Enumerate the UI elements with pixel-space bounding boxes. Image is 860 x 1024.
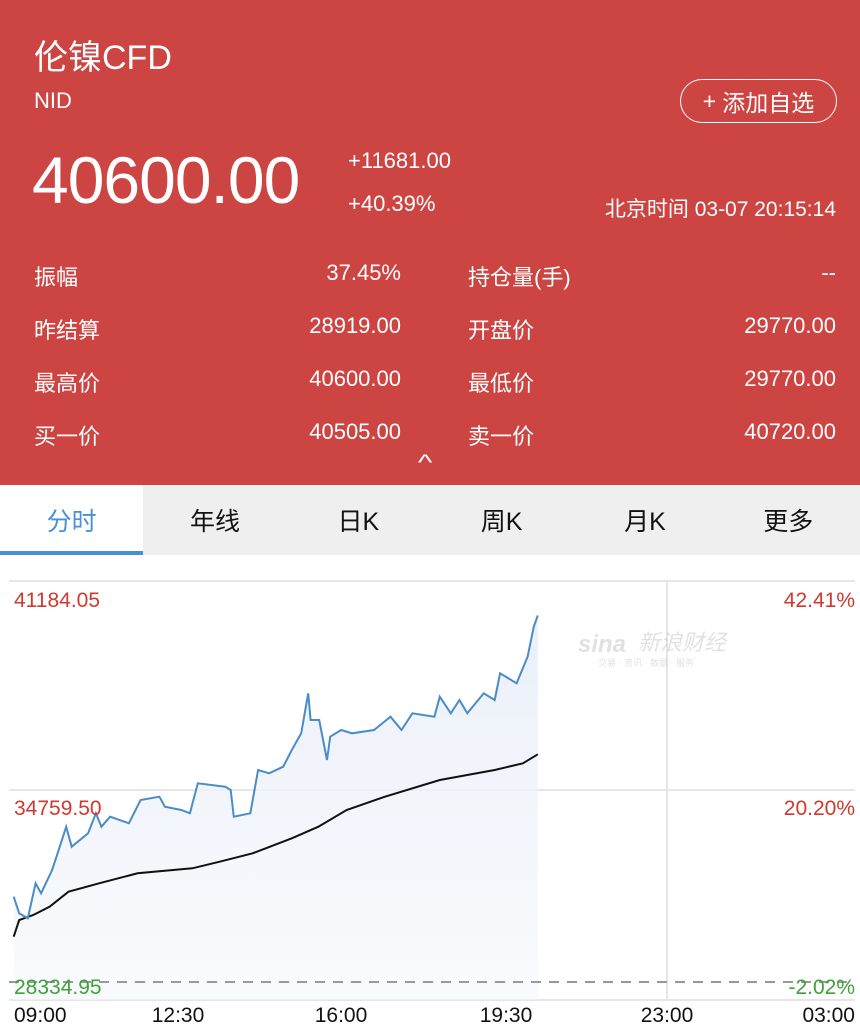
- price-change: +11681.00: [348, 148, 451, 173]
- tab-intraday[interactable]: 分时: [0, 485, 144, 555]
- add-button-label: 添加自选: [722, 90, 815, 116]
- y-left-tick: 34759.50: [14, 797, 102, 820]
- intraday-chart[interactable]: sina 新浪财经 交易 · 资讯 · 数据 · 服务 41184.05 347…: [0, 560, 860, 1024]
- stat-label: 卖一价: [468, 424, 535, 449]
- stat-label: 开盘价: [468, 318, 535, 343]
- stat-label: 最高价: [34, 371, 101, 396]
- stat-value: 29770.00: [744, 313, 836, 338]
- stat-label: 振幅: [34, 265, 79, 290]
- price-change-pct: +40.39%: [348, 191, 436, 216]
- stat-value: 40600.00: [309, 366, 401, 391]
- watermark-tagline: 交易 · 资讯 · 数据 · 服务: [598, 657, 694, 668]
- stats-grid: 振幅 37.45% 持仓量(手) -- 昨结算 28919.00 开盘价 29770.00 …: [0, 254, 860, 466]
- stat-label: 昨结算: [34, 318, 101, 343]
- y-right-tick: 20.20%: [784, 797, 855, 820]
- stats-row: 振幅 37.45% 持仓量(手) --: [0, 254, 860, 307]
- chevron-up-icon[interactable]: ^: [417, 450, 433, 475]
- chart-tabs: 分时 年线 日K 周K 月K 更多: [0, 485, 860, 555]
- watermark-brand: sina: [578, 631, 626, 658]
- stats-row: 最高价 40600.00 最低价 29770.00: [0, 360, 860, 413]
- stats-row: 买一价 40505.00 卖一价 40720.00: [0, 413, 860, 466]
- instrument-title: 伦镍CFD: [34, 39, 172, 77]
- y-right-tick: -2.02%: [788, 976, 855, 999]
- quote-header: 伦镍CFD NID + 添加自选 40600.00 +11681.00 +40.…: [0, 0, 860, 485]
- price-area: [13, 615, 538, 1000]
- stat-value: 40720.00: [744, 419, 836, 444]
- tab-weekly-k[interactable]: 周K: [480, 508, 523, 536]
- instrument-code: NID: [34, 88, 72, 113]
- stat-value: 40505.00: [309, 419, 401, 444]
- stat-label: 买一价: [34, 424, 101, 449]
- tab-year[interactable]: 年线: [189, 508, 240, 536]
- watermark-name: 新浪财经: [638, 630, 728, 655]
- y-left-tick: 28334.95: [14, 976, 102, 999]
- x-tick: 03:00: [802, 1004, 855, 1024]
- tab-daily-k[interactable]: 日K: [337, 508, 380, 536]
- stats-row: 昨结算 28919.00 开盘价 29770.00: [0, 307, 860, 360]
- sina-watermark: sina 新浪财经 交易 · 资讯 · 数据 · 服务: [578, 630, 728, 668]
- add-to-watchlist-button[interactable]: + 添加自选: [680, 79, 837, 123]
- tab-more[interactable]: 更多: [763, 508, 814, 536]
- stat-value: 29770.00: [744, 366, 836, 391]
- plus-icon: +: [702, 87, 717, 114]
- x-tick: 23:00: [641, 1004, 694, 1024]
- stat-label: 最低价: [468, 371, 535, 396]
- stat-value: 37.45%: [326, 260, 401, 285]
- x-tick: 12:30: [152, 1004, 205, 1024]
- stat-label: 持仓量(手): [468, 265, 571, 290]
- stat-value: 28919.00: [309, 313, 401, 338]
- last-price: 40600.00: [32, 143, 300, 217]
- x-tick: 19:30: [480, 1004, 533, 1024]
- x-tick: 09:00: [14, 1004, 67, 1024]
- stat-value: --: [821, 260, 836, 285]
- quote-time: 北京时间 03-07 20:15:14: [604, 198, 836, 221]
- average-line: [12, 753, 539, 938]
- y-right-tick: 42.41%: [784, 589, 855, 612]
- x-tick: 16:00: [315, 1004, 368, 1024]
- y-left-tick: 41184.05: [14, 589, 100, 612]
- price-line: [12, 615, 539, 920]
- tab-monthly-k[interactable]: 月K: [624, 508, 666, 536]
